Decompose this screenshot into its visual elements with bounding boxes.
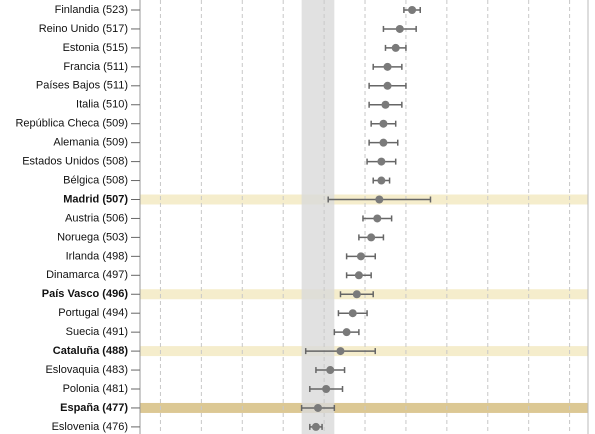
y-tick-label: Francia (511): [63, 61, 128, 73]
y-tick-label: País Vasco (496): [42, 288, 129, 300]
row-highlight: [140, 402, 588, 413]
y-tick-label: Dinamarca (497): [46, 269, 128, 281]
dot: [373, 214, 382, 223]
dot: [348, 309, 357, 318]
dot: [354, 271, 363, 280]
y-tick-label: Alemania (509): [53, 137, 128, 149]
dot: [326, 366, 335, 375]
y-tick-label: Austria (506): [65, 212, 128, 224]
y-tick-label: Irlanda (498): [66, 250, 128, 262]
y-tick-label: Países Bajos (511): [36, 80, 128, 92]
dot: [311, 422, 320, 431]
y-tick-label: Bélgica (508): [63, 174, 128, 186]
y-tick-label: Finlandia (523): [55, 4, 128, 16]
dot: [383, 81, 392, 90]
dot: [322, 385, 331, 393]
y-tick-label: Suecia (491): [66, 326, 128, 338]
y-tick-label: Cataluña (488): [53, 345, 129, 357]
y-tick-label: Reino Unido (517): [39, 23, 128, 35]
dot: [375, 195, 384, 204]
dot: [379, 119, 388, 128]
dot: [377, 157, 386, 166]
dot: [342, 328, 351, 337]
y-tick-label: República Checa (509): [15, 118, 128, 130]
dot: [408, 6, 417, 14]
dot: [383, 62, 392, 71]
dot: [391, 43, 400, 52]
y-tick-label: Estados Unidos (508): [22, 156, 128, 168]
y-tick-label: Noruega (503): [57, 231, 128, 243]
y-tick-label: Italia (510): [76, 99, 128, 111]
dot: [377, 176, 386, 185]
dot: [395, 24, 404, 33]
background: [140, 0, 588, 434]
dot: [352, 290, 361, 299]
y-tick-label: España (477): [60, 402, 128, 414]
y-tick-label: Portugal (494): [58, 307, 128, 319]
dot: [336, 347, 345, 356]
reference-band: [301, 0, 335, 434]
y-tick-label: Eslovaquia (483): [45, 364, 128, 376]
dot: [381, 100, 390, 109]
dot: [367, 233, 376, 242]
y-tick-label: Madrid (507): [63, 193, 128, 205]
dot: [379, 138, 388, 147]
y-tick-label: Eslovenia (476): [52, 421, 128, 433]
y-tick-label: Polonia (481): [63, 383, 128, 395]
dot: [313, 403, 322, 412]
dot: [356, 252, 365, 261]
y-tick-label: Estonia (515): [63, 42, 128, 54]
